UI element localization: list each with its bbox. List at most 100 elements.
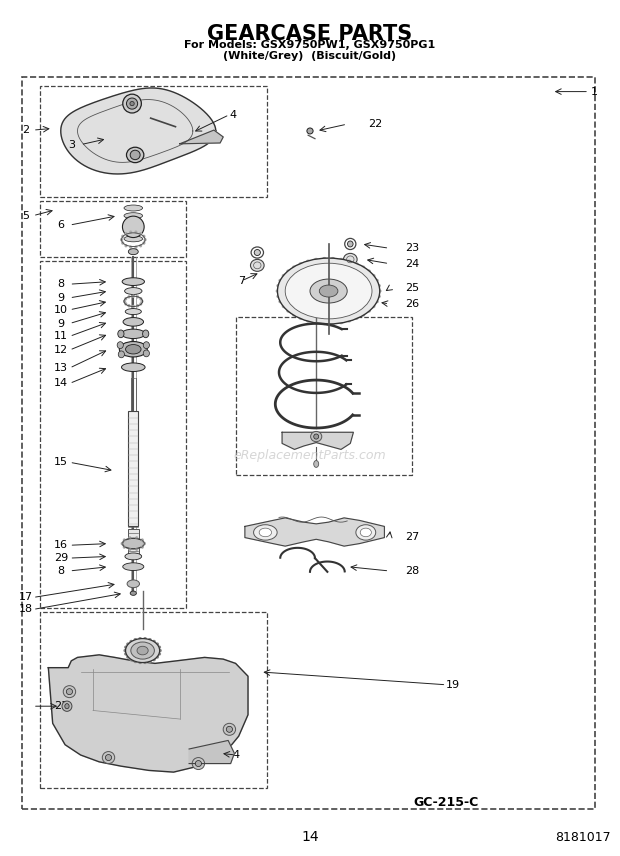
Ellipse shape <box>366 309 371 312</box>
Text: 8181017: 8181017 <box>555 830 611 844</box>
Ellipse shape <box>281 305 286 308</box>
Polygon shape <box>61 88 216 174</box>
Ellipse shape <box>123 216 144 238</box>
Ellipse shape <box>131 305 135 308</box>
Ellipse shape <box>124 213 143 219</box>
Ellipse shape <box>123 94 141 113</box>
Ellipse shape <box>143 350 149 357</box>
Ellipse shape <box>131 294 135 298</box>
Ellipse shape <box>347 259 351 263</box>
Ellipse shape <box>120 238 123 241</box>
Ellipse shape <box>130 102 134 106</box>
Ellipse shape <box>152 639 156 643</box>
Text: 28: 28 <box>405 566 419 576</box>
Ellipse shape <box>376 294 381 298</box>
Ellipse shape <box>307 128 313 134</box>
Ellipse shape <box>139 232 142 235</box>
Ellipse shape <box>128 548 131 551</box>
Ellipse shape <box>125 639 160 663</box>
Ellipse shape <box>122 277 144 285</box>
Ellipse shape <box>330 257 335 260</box>
Text: 8: 8 <box>57 279 64 289</box>
Ellipse shape <box>126 147 144 163</box>
Ellipse shape <box>141 538 144 542</box>
Ellipse shape <box>306 259 311 263</box>
Ellipse shape <box>124 236 143 242</box>
Text: 22: 22 <box>368 119 382 129</box>
Ellipse shape <box>152 658 156 662</box>
Ellipse shape <box>141 545 144 549</box>
Text: 17: 17 <box>19 592 33 603</box>
Text: 12: 12 <box>54 345 68 355</box>
Ellipse shape <box>292 313 296 317</box>
Ellipse shape <box>135 548 138 551</box>
Ellipse shape <box>140 300 144 303</box>
Ellipse shape <box>361 265 365 269</box>
Ellipse shape <box>123 300 126 303</box>
Bar <box>40 86 267 197</box>
Ellipse shape <box>122 363 145 372</box>
Ellipse shape <box>136 304 140 307</box>
Ellipse shape <box>125 553 142 560</box>
Text: 13: 13 <box>54 363 68 373</box>
Text: 15: 15 <box>54 457 68 467</box>
Ellipse shape <box>123 538 144 549</box>
Polygon shape <box>180 130 223 144</box>
Text: 9: 9 <box>57 293 64 303</box>
Ellipse shape <box>130 591 136 596</box>
Polygon shape <box>282 432 353 449</box>
Ellipse shape <box>322 257 327 260</box>
Ellipse shape <box>361 313 365 317</box>
Ellipse shape <box>124 645 128 649</box>
Text: 19: 19 <box>446 680 459 690</box>
Ellipse shape <box>102 752 115 764</box>
Ellipse shape <box>135 246 138 249</box>
Ellipse shape <box>143 661 147 664</box>
Ellipse shape <box>128 249 138 255</box>
Text: eReplacementParts.com: eReplacementParts.com <box>234 449 386 462</box>
Ellipse shape <box>126 642 130 645</box>
Ellipse shape <box>131 642 154 659</box>
Ellipse shape <box>322 322 327 325</box>
Ellipse shape <box>314 258 318 261</box>
Ellipse shape <box>127 580 140 587</box>
Ellipse shape <box>128 295 131 299</box>
Ellipse shape <box>135 536 138 539</box>
Ellipse shape <box>192 758 205 770</box>
Text: 23: 23 <box>405 243 419 253</box>
Ellipse shape <box>129 246 132 249</box>
Ellipse shape <box>124 229 143 235</box>
Ellipse shape <box>125 244 128 247</box>
Ellipse shape <box>223 723 236 735</box>
Ellipse shape <box>374 279 379 282</box>
Ellipse shape <box>226 726 232 733</box>
Ellipse shape <box>138 661 142 664</box>
Ellipse shape <box>285 264 372 319</box>
Ellipse shape <box>125 309 141 314</box>
Text: 11: 11 <box>54 331 68 342</box>
Ellipse shape <box>286 309 291 312</box>
Ellipse shape <box>347 319 351 323</box>
Ellipse shape <box>124 297 127 300</box>
Bar <box>236 317 412 475</box>
Ellipse shape <box>124 205 143 211</box>
Ellipse shape <box>128 304 131 307</box>
Ellipse shape <box>259 528 272 537</box>
Text: 10: 10 <box>54 305 68 315</box>
Ellipse shape <box>366 270 371 273</box>
Text: 6: 6 <box>57 220 64 230</box>
Ellipse shape <box>139 244 142 247</box>
Ellipse shape <box>126 98 138 110</box>
Ellipse shape <box>119 342 148 357</box>
Ellipse shape <box>140 297 143 300</box>
Ellipse shape <box>64 704 69 709</box>
Ellipse shape <box>133 638 137 641</box>
Ellipse shape <box>343 253 357 265</box>
Ellipse shape <box>319 285 338 297</box>
Text: 8: 8 <box>57 566 64 576</box>
Ellipse shape <box>130 151 140 160</box>
Ellipse shape <box>143 235 146 238</box>
Ellipse shape <box>371 274 376 277</box>
Bar <box>22 77 595 809</box>
Ellipse shape <box>254 525 277 540</box>
